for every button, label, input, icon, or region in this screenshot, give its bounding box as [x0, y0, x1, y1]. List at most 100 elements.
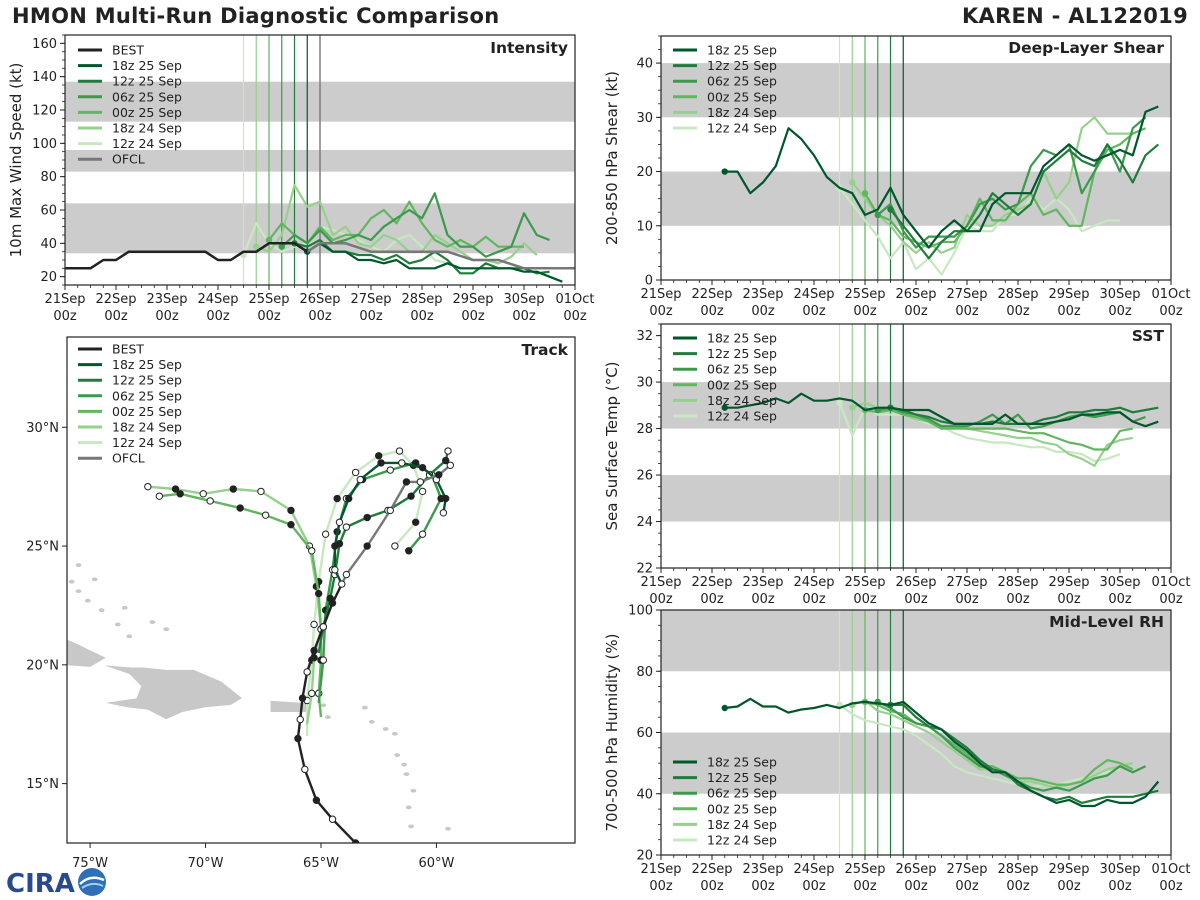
islet-2	[84, 598, 92, 604]
series-18z-25-sep	[724, 392, 1159, 428]
ytick-label: 60	[636, 726, 653, 741]
xtick-label-day: 01Oct	[1151, 862, 1190, 877]
legend-label-12z-24-sep: 12z 24 Sep	[112, 435, 182, 450]
track-point-18z-25-sep	[377, 459, 385, 467]
xtick-label-hour: 00z	[853, 304, 877, 319]
xtick-label-day: 27Sep	[946, 575, 987, 590]
ytick-label: 100	[32, 137, 57, 152]
xtick-label-day: 22Sep	[691, 862, 732, 877]
xtick-label-day: 28Sep	[997, 575, 1038, 590]
track-point-00z-25-sep	[206, 497, 214, 505]
track-point-18z-25-sep	[335, 518, 344, 526]
legend-label-12z-25-sep: 12z 25 Sep	[112, 373, 182, 388]
ytick-label: 120	[32, 104, 57, 119]
legend-label-18z-25-sep: 18z 25 Sep	[707, 755, 777, 770]
legend-label-12z-24-sep: 12z 24 Sep	[707, 833, 777, 848]
ytick-label: 100	[628, 604, 653, 619]
series-ofcl	[306, 242, 575, 270]
track-point-00z-25-sep	[308, 547, 316, 555]
islet-6	[148, 619, 156, 625]
track-point-ofcl	[446, 461, 455, 469]
xtick-label-day: 24Sep	[197, 292, 238, 307]
track-point-18z-25-sep	[345, 494, 353, 503]
track-point-18z-24-sep	[257, 487, 265, 496]
islet-22	[407, 823, 415, 829]
islet-21	[405, 804, 413, 810]
legend-label-best: BEST	[112, 342, 144, 357]
init-marker-18z-25-sep	[721, 404, 728, 411]
islet-4	[114, 621, 122, 627]
xtick-label-hour: 00z	[802, 879, 826, 894]
track-point-12z-25-sep	[407, 492, 415, 500]
track-point-12z-24-sep	[310, 620, 318, 629]
xtick-label-day: 26Sep	[895, 575, 936, 590]
panel-sst: 22 24 26 28 30 32 21Sep 00z 22Sep 00z 23Sep 00z 24Se…	[603, 323, 1191, 607]
xtick-label-hour: 00z	[751, 592, 775, 607]
ytick-label: 24	[636, 515, 653, 530]
series-18z-24-sep	[851, 116, 1133, 254]
xtick-label-day: 21Sep	[44, 292, 85, 307]
ytick-label: 25°N	[26, 540, 59, 555]
legend-label-06z-25-sep: 06z 25 Sep	[707, 74, 777, 89]
track-point-12z-24-sep	[418, 487, 427, 496]
legend-label-best: BEST	[112, 43, 144, 58]
islet-9	[91, 576, 99, 582]
init-marker-18z-25-sep	[721, 168, 728, 175]
track-point-best	[312, 796, 321, 804]
panel-intensity: 20 40 60 80 100 120 140 160 21Sep 00z 22Sep 00z 23Se…	[7, 34, 595, 324]
xtick-label-day: 29Sep	[1048, 575, 1089, 590]
xtick-label-day: 01Oct	[555, 292, 594, 307]
track-point-12z-25-sep	[342, 523, 351, 531]
legend-label-06z-25-sep: 06z 25 Sep	[112, 388, 182, 403]
track-point-best	[338, 580, 346, 588]
track-point-18z-24-sep	[287, 506, 295, 515]
xtick-label-hour: 00z	[563, 309, 587, 324]
series-00z-25-sep	[864, 700, 1134, 786]
xtick-label-hour: 00z	[1159, 304, 1183, 319]
init-marker-12z-25-sep	[887, 206, 894, 213]
legend-label-00z-25-sep: 00z 25 Sep	[707, 377, 777, 392]
xtick-label-day: 23Sep	[742, 287, 783, 302]
xtick-label-hour: 00z	[802, 592, 826, 607]
init-marker-18z-24-sep	[849, 179, 856, 186]
xtick-label: 65°W	[303, 856, 339, 871]
panel-title: Intensity	[490, 39, 568, 57]
legend-label-18z-24-sep: 18z 24 Sep	[707, 393, 777, 408]
islet-8	[121, 605, 129, 611]
xtick-label-hour: 00z	[904, 304, 928, 319]
xtick-label-hour: 00z	[512, 309, 536, 324]
xtick-label-day: 28Sep	[401, 292, 442, 307]
xtick-label-day: 26Sep	[299, 292, 340, 307]
panel-track: 75°W 70°W 65°W 60°W 15°N 20°N 25°N 30°N Track BES…	[26, 336, 576, 871]
track-best	[296, 583, 357, 843]
track-point-18z-25-sep	[331, 566, 339, 574]
islet-3	[98, 607, 106, 613]
xtick-label-hour: 00z	[410, 309, 434, 324]
xtick-label-hour: 00z	[155, 309, 179, 324]
cira-logo-text: CIRA	[6, 869, 75, 898]
track-point-00z-25-sep	[236, 504, 244, 512]
panel-shear: 0 10 20 30 40 21Sep 00z 22Sep 00z 23Sep 00z 24Sep 00…	[603, 35, 1191, 319]
xtick-label-day: 25Sep	[844, 287, 885, 302]
track-point-06z-25-sep	[418, 530, 427, 538]
xtick-label-hour: 00z	[1057, 304, 1081, 319]
ylabel: Sea Surface Temp (°C)	[603, 361, 621, 530]
xtick-label-day: 24Sep	[793, 575, 834, 590]
storm-id-title: KAREN - AL122019	[961, 4, 1188, 28]
globe-icon	[78, 868, 106, 896]
series-12z-24-sep	[838, 704, 1121, 789]
xtick-label-day: 23Sep	[742, 575, 783, 590]
islet-7	[162, 626, 170, 632]
band-1	[661, 63, 1171, 118]
ytick-label: 32	[636, 329, 653, 344]
islet-23	[444, 826, 452, 832]
track-point-best	[328, 815, 337, 823]
xtick-label-hour: 00z	[104, 309, 128, 324]
legend-label-06z-25-sep: 06z 25 Sep	[112, 89, 182, 104]
xtick-label-hour: 00z	[1006, 304, 1030, 319]
islet-15	[382, 726, 390, 732]
track-point-12z-24-sep	[411, 518, 420, 526]
track-point-18z-24-sep	[199, 490, 207, 498]
track-point-best	[319, 623, 328, 631]
